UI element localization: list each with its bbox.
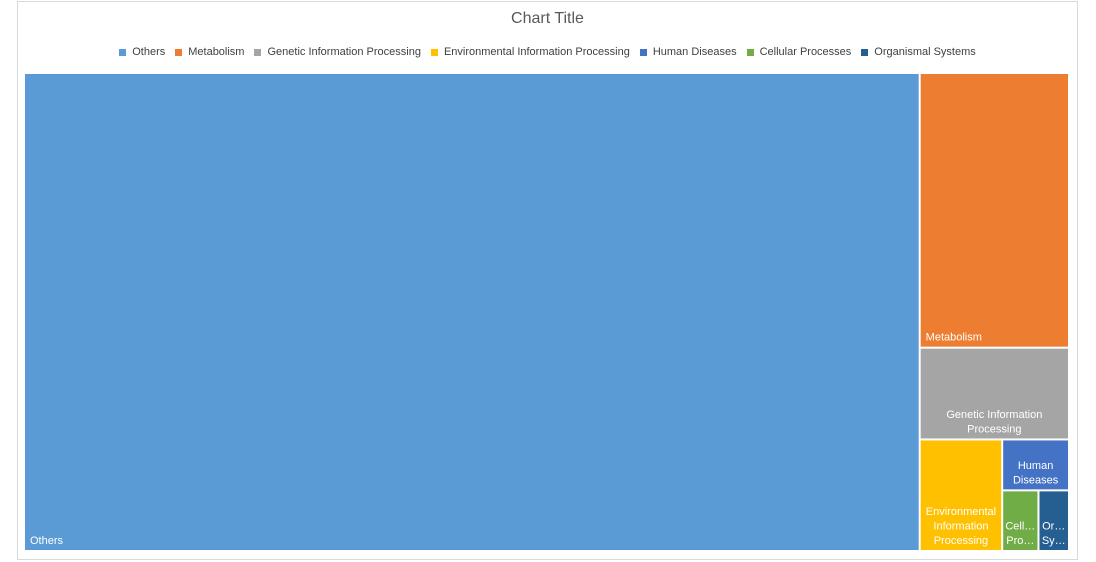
tile-environmental-information-processing: Environmental Information Processing (920, 440, 1002, 550)
legend-item: Cellular Processes (746, 46, 852, 58)
legend-swatch (639, 48, 647, 56)
tile-human-diseases: Human Diseases (1003, 440, 1068, 490)
tile-rect (25, 74, 919, 550)
tile-label: Environmental Information Processing (926, 506, 996, 547)
legend-swatch (119, 48, 127, 56)
legend-swatch (175, 48, 183, 56)
tile-metabolism: Metabolism (920, 74, 1068, 347)
tile-rect (920, 348, 1068, 439)
tile-genetic-information-processing: Genetic Information Processing (920, 348, 1068, 439)
legend-item: Metabolism (175, 46, 244, 58)
tile-rect (920, 74, 1068, 347)
tile-label: Genetic Information Processing (946, 409, 1042, 436)
legend-label: Human Diseases (652, 46, 737, 58)
tile-organismal-systems: Or… Sy… (1039, 491, 1068, 550)
tile-rect (1003, 491, 1038, 550)
legend-swatch (861, 48, 869, 56)
tile-rect (1039, 491, 1068, 550)
legend-label: Organismal Systems (874, 46, 976, 58)
legend-label: Environmental Information Processing (443, 46, 630, 58)
legend-item: Genetic Information Processing (254, 46, 421, 58)
legend-label: Genetic Information Processing (267, 46, 421, 58)
legend: Others Metabolism Genetic Information Proc… (18, 46, 1077, 58)
legend-label: Others (132, 46, 166, 58)
legend-label: Metabolism (188, 46, 245, 58)
tile-label: Others (30, 535, 64, 547)
legend-swatch (430, 48, 438, 56)
legend-label: Cellular Processes (759, 46, 852, 58)
tile-label: Human Diseases (1013, 460, 1059, 487)
legend-swatch (746, 48, 754, 56)
legend-item: Environmental Information Processing (430, 46, 630, 58)
tile-cellular-processes: Cell… Pro… (1003, 491, 1038, 550)
tile-rect (1003, 440, 1068, 490)
tile-label: Cell… Pro… (1005, 521, 1035, 548)
tile-label: Or… Sy… (1042, 521, 1066, 548)
tile-rect (920, 440, 1002, 550)
chart-title: Chart Title (511, 10, 584, 27)
legend-swatch (254, 48, 262, 56)
legend-item: Organismal Systems (861, 46, 976, 58)
tile-others: Others (25, 74, 919, 550)
legend-item: Others (119, 46, 165, 58)
tile-label: Metabolism (926, 332, 982, 344)
legend-item: Human Diseases (639, 46, 737, 58)
